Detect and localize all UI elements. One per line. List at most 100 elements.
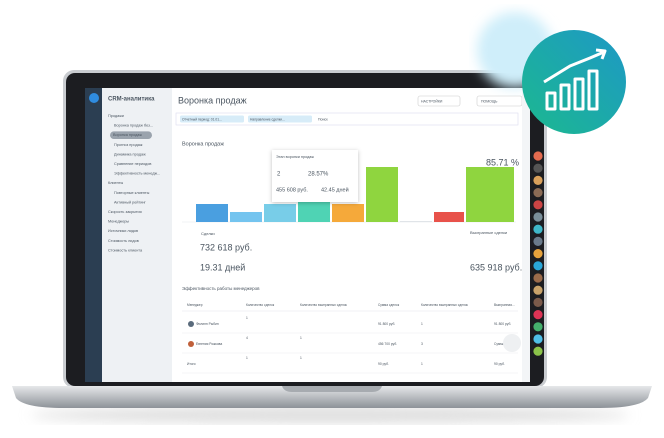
menu-item[interactable]: Клиенты bbox=[108, 181, 123, 185]
section-title: Воронка продаж bbox=[182, 141, 224, 147]
menu-item[interactable]: Повторные клиенты bbox=[114, 191, 150, 195]
menu-item[interactable]: Прогноз продаж bbox=[114, 143, 143, 147]
won-label: Выигранные сделки bbox=[470, 230, 507, 235]
avatar[interactable] bbox=[533, 175, 543, 185]
column-header: Менеджер bbox=[187, 303, 203, 307]
settings-button[interactable] bbox=[417, 95, 461, 107]
avatar[interactable] bbox=[533, 297, 543, 307]
avatar[interactable] bbox=[533, 249, 543, 259]
funnel-bar[interactable] bbox=[298, 200, 330, 222]
funnel-bar[interactable] bbox=[366, 167, 398, 222]
table-cell: 1 bbox=[421, 322, 423, 326]
manager-avatar bbox=[188, 341, 194, 347]
table-cell: 4 bbox=[246, 336, 248, 340]
manager-name: Итого bbox=[187, 362, 196, 366]
menu-item[interactable]: Продажи bbox=[108, 114, 124, 118]
column-header: Сумма сделок bbox=[378, 303, 400, 307]
filter-label: Направление сделки... bbox=[250, 117, 285, 121]
manager-avatar bbox=[188, 321, 194, 327]
avatar[interactable] bbox=[533, 200, 543, 210]
funnel-bar[interactable] bbox=[434, 212, 464, 222]
table-title: Эффективность работы менеджеров bbox=[182, 286, 260, 291]
menu-item[interactable]: Сравнение периодов bbox=[114, 162, 151, 166]
menu-item[interactable]: Менеджеры bbox=[108, 220, 129, 224]
menu-item[interactable]: Воронка продаж bbox=[113, 133, 142, 137]
right-panel bbox=[522, 88, 530, 382]
column-header: Количество выигранных сделок bbox=[421, 303, 469, 307]
avatar[interactable] bbox=[533, 346, 543, 356]
avatar[interactable] bbox=[533, 322, 543, 332]
funnel-bar[interactable] bbox=[196, 204, 228, 222]
funnel-bar[interactable] bbox=[332, 204, 364, 222]
column-header: Количество сделок bbox=[246, 303, 275, 307]
table-cell: 1 bbox=[246, 356, 248, 360]
sidebar-menu: Продажи Воронка продаж без... Воронка прод… bbox=[108, 114, 160, 252]
funnel-bar[interactable] bbox=[400, 221, 432, 222]
avatar[interactable] bbox=[533, 163, 543, 173]
avatar[interactable] bbox=[533, 261, 543, 271]
button-label: ПОМОЩЬ bbox=[481, 99, 498, 103]
sidebar-title: CRM-аналитика bbox=[108, 97, 155, 103]
table-cell: Сумма... bbox=[494, 342, 507, 346]
avatar[interactable] bbox=[533, 188, 543, 198]
menu-item[interactable]: Стоимость клиента bbox=[108, 248, 143, 252]
won-sum: 635 918 руб. bbox=[470, 262, 522, 272]
funnel-bar[interactable] bbox=[466, 167, 514, 222]
column-header: Количество выигранных сделок bbox=[300, 303, 348, 307]
filter-label: Отчетный период: 01.01... bbox=[182, 117, 222, 121]
avatars bbox=[533, 151, 543, 356]
active-item bbox=[110, 131, 152, 139]
table-cell: 90 руб. bbox=[494, 362, 505, 366]
tooltip bbox=[272, 150, 358, 202]
menu-item[interactable]: Эффективность менедж... bbox=[114, 172, 160, 176]
scroll-button[interactable] bbox=[503, 334, 521, 352]
table-cell: 1 bbox=[300, 336, 302, 340]
table-cell: 1 bbox=[246, 316, 248, 320]
menu-item[interactable]: Активный рейтинг bbox=[114, 200, 146, 204]
notch bbox=[282, 386, 382, 392]
table-cell: 91 800 руб. bbox=[378, 322, 395, 326]
avatar[interactable] bbox=[533, 224, 543, 234]
menu-item[interactable]: Скорость закрытия bbox=[108, 210, 142, 214]
menu-item[interactable]: Стоимость лидов bbox=[108, 239, 139, 243]
tooltip-count: 2 bbox=[277, 172, 281, 178]
funnel-bar[interactable] bbox=[230, 212, 262, 222]
table-cell: 90 руб. bbox=[378, 362, 389, 366]
funnel-bars bbox=[196, 167, 514, 222]
funnel-bar[interactable] bbox=[264, 204, 296, 222]
menu-item[interactable]: Динамика продаж bbox=[114, 152, 146, 156]
table-cell: 91 800 руб. bbox=[494, 322, 511, 326]
search-input[interactable]: Поиск bbox=[318, 117, 328, 121]
manager-name[interactable]: Филипп Рыбин bbox=[196, 322, 219, 326]
menu-button[interactable] bbox=[89, 93, 99, 103]
tooltip-sum: 455 608 руб. bbox=[276, 187, 308, 193]
laptop-base bbox=[12, 386, 652, 408]
column-header: Выигранная... bbox=[494, 303, 515, 307]
tooltip-days: 42.45 дней bbox=[321, 186, 349, 193]
menu-item[interactable]: Воронка продаж без... bbox=[114, 124, 153, 128]
avatar[interactable] bbox=[533, 310, 543, 320]
table-cell: 1 bbox=[421, 362, 423, 366]
menu-item[interactable]: Источники лидов bbox=[108, 229, 138, 233]
table-cell: 1 bbox=[300, 356, 302, 360]
avatar[interactable] bbox=[533, 151, 543, 161]
manager-name[interactable]: Евгения Рожкова bbox=[196, 342, 222, 346]
icon-bar bbox=[85, 88, 102, 382]
tooltip-title: Этап воронки продаж bbox=[276, 155, 314, 159]
table-cell: 3 bbox=[421, 342, 423, 346]
avatar[interactable] bbox=[533, 273, 543, 283]
avatar[interactable] bbox=[533, 236, 543, 246]
avatar[interactable] bbox=[533, 212, 543, 222]
avatar[interactable] bbox=[533, 334, 543, 344]
deals-days: 19.31 дней bbox=[200, 262, 245, 272]
shadow bbox=[30, 407, 630, 423]
filter-chip[interactable] bbox=[248, 115, 312, 123]
table: Менеджер Количество сделок Количество выиг… bbox=[182, 303, 518, 374]
filter-chip[interactable] bbox=[180, 115, 244, 123]
conversion: 85.71 % bbox=[486, 157, 519, 167]
deals-sum: 732 618 руб. bbox=[200, 242, 252, 252]
avatar[interactable] bbox=[533, 285, 543, 295]
tooltip-percent: 28.57% bbox=[308, 172, 329, 178]
